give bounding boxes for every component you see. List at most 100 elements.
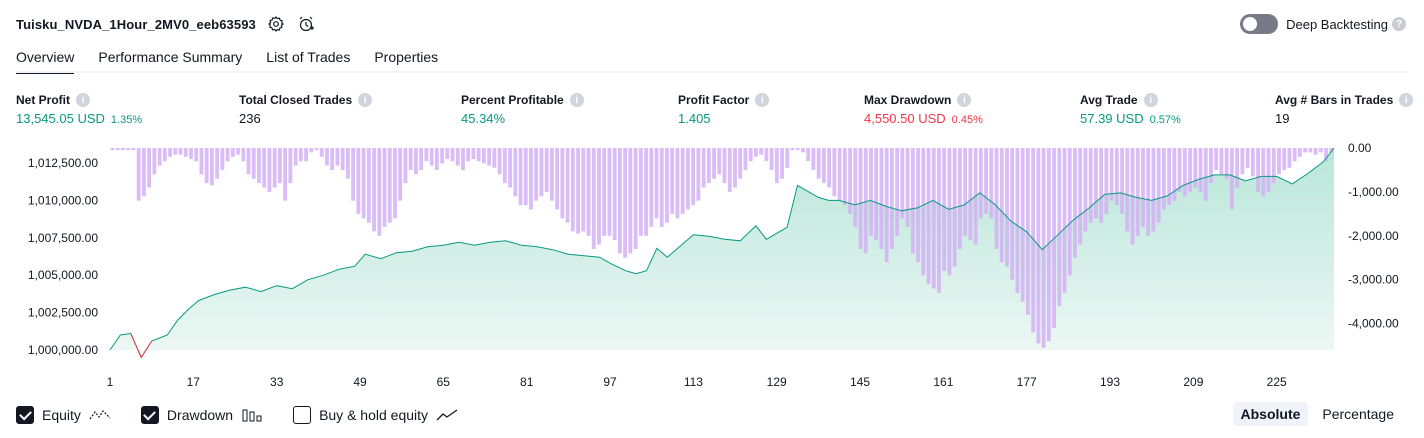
drawdown-bar	[492, 148, 497, 168]
drawdown-bar	[277, 148, 282, 184]
drawdown-bar	[183, 148, 188, 157]
drawdown-bar	[1271, 148, 1276, 184]
drawdown-bar	[1067, 148, 1072, 276]
metric-percent: 1.35%	[110, 114, 143, 126]
info-icon[interactable]: i	[755, 93, 770, 107]
drawdown-bar	[738, 148, 743, 179]
x-axis-tick: 17	[187, 375, 201, 389]
drawdown-bar	[251, 148, 256, 179]
drawdown-bar	[795, 148, 800, 151]
deep-backtesting-toggle[interactable]	[1240, 14, 1279, 34]
drawdown-bar	[539, 148, 544, 197]
percentage-button[interactable]: Percentage	[1322, 406, 1394, 422]
info-icon[interactable]: i	[1143, 93, 1158, 107]
settings-icon[interactable]	[266, 14, 286, 34]
drawdown-bar	[1224, 148, 1229, 179]
info-icon[interactable]: i	[1399, 93, 1414, 107]
drawdown-bar	[1209, 148, 1213, 184]
drawdown-bar	[1277, 148, 1281, 175]
drawdown-bar	[1031, 148, 1036, 333]
drawdown-bar	[1010, 148, 1015, 280]
equity-drawdown-chart[interactable]: 1,012,500.00 1,010,000.00 1,007,500.00 1,00…	[0, 140, 1424, 390]
buy-hold-checkbox[interactable]	[293, 406, 312, 424]
drawdown-bar	[377, 148, 382, 236]
drawdown-bar	[283, 148, 288, 201]
drawdown-bar	[581, 148, 586, 232]
left-axis-tick: 1,010,000.00	[28, 193, 98, 207]
drawdown-bar	[325, 148, 329, 166]
drawdown-bar	[1005, 148, 1009, 267]
drawdown-bar	[1062, 148, 1067, 293]
info-icon[interactable]: i	[957, 93, 972, 107]
x-axis-tick: 145	[850, 375, 870, 389]
drawdown-bar	[335, 148, 340, 166]
drawdown-bar	[942, 148, 947, 271]
tab-list-of-trades[interactable]: List of Trades	[266, 49, 351, 65]
drawdown-bar	[759, 148, 764, 155]
tab-overview[interactable]: Overview	[16, 44, 75, 74]
legend-buy-hold-label: Buy & hold equity	[319, 407, 429, 423]
trend-line-icon	[436, 408, 458, 422]
drawdown-bar	[1083, 148, 1088, 232]
metrics-row: Net Profit i 13,545.05 USD 1.35% Total Clo…	[16, 93, 1414, 133]
drawdown-bar	[1099, 148, 1104, 223]
drawdown-bar	[994, 148, 999, 249]
drawdown-bar	[832, 148, 837, 197]
legend-equity[interactable]: Equity	[16, 406, 111, 424]
drawdown-bar	[544, 148, 549, 192]
help-icon[interactable]: ?	[1392, 17, 1406, 31]
drawdown-bar	[623, 148, 628, 258]
info-icon[interactable]: i	[358, 93, 373, 107]
metric-label: Percent Profitable	[461, 93, 564, 107]
drawdown-bar	[241, 148, 246, 162]
absolute-button[interactable]: Absolute	[1232, 402, 1309, 426]
drawdown-bar	[801, 148, 805, 153]
drawdown-bar	[419, 148, 424, 170]
drawdown-bar	[931, 148, 936, 289]
drawdown-bar	[659, 148, 664, 227]
metric-total-closed-trades: Total Closed Trades i 236	[239, 93, 373, 126]
drawdown-bar	[340, 148, 345, 170]
alarm-clock-icon[interactable]	[296, 14, 316, 34]
drawdown-bar	[1020, 148, 1025, 302]
drawdown-bar	[471, 148, 476, 159]
legend-equity-label: Equity	[42, 407, 81, 423]
info-icon[interactable]: i	[76, 93, 90, 107]
x-axis-tick: 177	[1017, 375, 1037, 389]
drawdown-bar	[1297, 148, 1302, 157]
metric-value: 1.405	[678, 111, 711, 126]
tab-performance-summary[interactable]: Performance Summary	[98, 49, 243, 65]
drawdown-bar	[372, 148, 376, 232]
drawdown-bar	[487, 148, 492, 166]
drawdown-bar	[1078, 148, 1083, 245]
drawdown-bar	[147, 148, 152, 188]
report-tabs: Overview Performance Summary List of Tra…	[16, 44, 462, 74]
drawdown-bar	[351, 148, 356, 201]
drawdown-bar	[879, 148, 884, 249]
chart-canvas[interactable]: 1,012,500.00 1,010,000.00 1,007,500.00 1,00…	[0, 140, 1424, 390]
drawdown-bar	[848, 148, 852, 214]
drawdown-bar	[811, 148, 816, 170]
drawdown-bar	[821, 148, 826, 184]
legend-drawdown[interactable]: Drawdown	[140, 406, 263, 424]
drawdown-bar	[1287, 148, 1292, 168]
tabs-divider	[16, 71, 1408, 73]
drawdown-bar	[236, 148, 240, 155]
drawdown-bar	[591, 148, 596, 249]
drawdown-bar	[230, 148, 235, 157]
equity-checkbox[interactable]	[16, 406, 34, 424]
drawdown-bar	[722, 148, 727, 184]
drawdown-bar	[1025, 148, 1030, 315]
tab-properties[interactable]: Properties	[374, 49, 439, 65]
drawdown-bar	[1313, 148, 1318, 155]
drawdown-bar	[1104, 148, 1109, 214]
drawdown-bar	[408, 148, 413, 170]
drawdown-bar	[330, 148, 335, 170]
drawdown-bar	[638, 148, 643, 236]
drawdown-bar	[853, 148, 858, 227]
drawdown-checkbox[interactable]	[140, 406, 159, 424]
drawdown-bar	[424, 148, 429, 162]
info-icon[interactable]: i	[569, 93, 584, 107]
drawdown-bar	[1151, 148, 1156, 232]
legend-buy-hold[interactable]: Buy & hold equity	[293, 406, 458, 424]
